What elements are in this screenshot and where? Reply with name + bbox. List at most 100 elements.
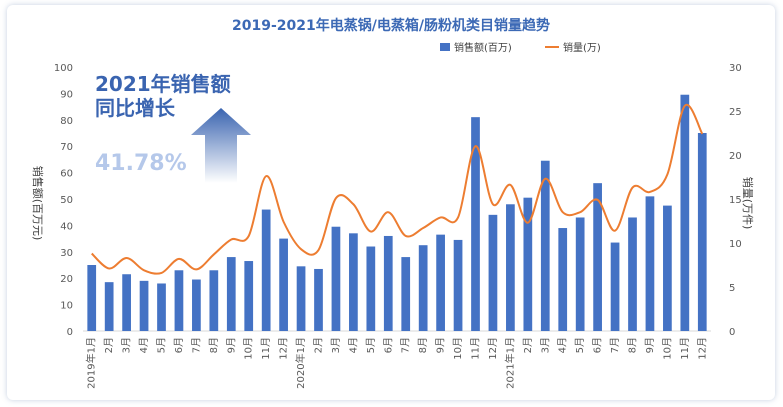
y-tick-label: 90 — [60, 89, 73, 100]
y2-axis: 0 5 10 15 20 25 30 — [729, 63, 742, 338]
x-tick-label: 2月 — [522, 337, 534, 353]
x-tick-label: 12月 — [487, 337, 499, 360]
x-tick-label: 6月 — [173, 337, 185, 353]
x-tick-label: 2月 — [313, 337, 325, 353]
y-tick-label: 100 — [54, 63, 73, 74]
bar — [558, 228, 568, 331]
y2-tick-label: 5 — [729, 283, 735, 294]
bar — [436, 234, 445, 331]
x-tick-label: 3月 — [121, 337, 133, 353]
bar — [383, 235, 393, 331]
bar — [506, 204, 515, 331]
annotation-line1: 2021年销售额 — [95, 72, 231, 96]
y2-tick-label: 15 — [729, 195, 742, 206]
x-axis: 2019年1月 2月 3月 4月 5月 6月 7月 8月 9月 10月 11月 12月 2020年1月 2… — [85, 337, 709, 389]
x-tick-label: 10月 — [661, 337, 673, 360]
y2-tick-label: 30 — [729, 63, 742, 74]
chart-canvas: 2019-2021年电蒸锅/电蒸箱/肠粉机类目销量趋势 销售额(百万) 销量(万… — [31, 17, 755, 389]
x-tick-label: 9月 — [225, 337, 237, 353]
x-tick-label: 12月 — [696, 337, 708, 360]
y-tick-label: 20 — [60, 274, 73, 285]
legend-bar-swatch — [440, 43, 450, 51]
y2-tick-label: 25 — [729, 107, 742, 118]
x-tick-label: 4月 — [138, 337, 150, 353]
legend: 销售额(百万) 销量(万) — [440, 41, 601, 54]
x-tick-label: 10月 — [243, 337, 255, 360]
x-tick-label: 6月 — [382, 337, 394, 353]
bar — [279, 238, 288, 331]
bar — [593, 183, 602, 331]
x-tick-label: 6月 — [592, 337, 604, 353]
bar — [331, 226, 341, 331]
bar — [87, 265, 97, 331]
bar — [209, 270, 219, 331]
bar-series — [87, 94, 707, 331]
x-tick-label: 9月 — [435, 337, 447, 353]
x-tick-label: 12月 — [278, 337, 290, 360]
y-tick-label: 10 — [60, 301, 73, 312]
y-tick-label: 80 — [60, 116, 73, 127]
x-tick-label: 11月 — [679, 337, 691, 360]
x-tick-label: 3月 — [539, 337, 551, 353]
y2-tick-label: 20 — [729, 151, 742, 162]
bar — [680, 94, 690, 331]
y2-axis-title: 销量(万件) — [741, 177, 755, 230]
x-tick-label: 7月 — [190, 337, 202, 353]
bar — [349, 233, 358, 331]
x-tick-label: 2月 — [103, 337, 115, 353]
x-tick-label: 8月 — [627, 337, 639, 353]
bar — [296, 266, 306, 331]
y2-tick-label: 10 — [729, 239, 742, 250]
bar — [418, 245, 428, 331]
x-tick-label: 7月 — [400, 337, 412, 353]
bar — [122, 274, 131, 331]
legend-line-label: 销量(万) — [563, 41, 601, 54]
x-tick-label: 2021年1月 — [503, 337, 516, 389]
x-tick-label: 2019年1月 — [85, 337, 98, 389]
bar — [261, 209, 271, 331]
chart-title: 2019-2021年电蒸锅/电蒸箱/肠粉机类目销量趋势 — [232, 17, 550, 34]
y-axis: 0 10 20 30 40 50 60 70 80 90 100 — [54, 63, 73, 338]
x-tick-label: 5月 — [156, 337, 168, 353]
bar — [157, 283, 166, 331]
chart-card: 2019-2021年电蒸锅/电蒸箱/肠粉机类目销量趋势 销售额(百万) 销量(万… — [7, 5, 775, 400]
bar — [453, 239, 463, 331]
x-tick-label: 11月 — [470, 337, 482, 360]
y-tick-label: 70 — [60, 142, 73, 153]
bar — [226, 257, 236, 331]
bar — [663, 205, 672, 331]
x-tick-label: 3月 — [330, 337, 342, 353]
x-tick-label: 2020年1月 — [294, 337, 307, 389]
bar — [523, 197, 533, 331]
y-tick-label: 0 — [67, 327, 73, 338]
x-tick-label: 10月 — [452, 337, 464, 360]
bar — [314, 268, 323, 331]
x-tick-label: 11月 — [260, 337, 272, 360]
bar — [628, 217, 637, 331]
y-tick-label: 30 — [60, 248, 73, 259]
x-tick-label: 7月 — [609, 337, 621, 353]
y-tick-label: 40 — [60, 221, 73, 232]
bar — [401, 257, 411, 331]
x-tick-label: 4月 — [347, 337, 359, 353]
line-series — [91, 103, 704, 275]
bar — [471, 117, 480, 331]
x-tick-label: 9月 — [644, 337, 656, 353]
bar — [244, 261, 254, 331]
y2-tick-label: 0 — [729, 327, 735, 338]
legend-bar-label: 销售额(百万) — [454, 41, 512, 54]
growth-annotation: 2021年销售额 同比增长 41.78% — [95, 72, 251, 183]
x-tick-label: 5月 — [574, 337, 586, 353]
bar — [366, 246, 376, 331]
x-tick-label: 4月 — [557, 337, 569, 353]
bar — [645, 196, 655, 331]
x-tick-label: 5月 — [365, 337, 377, 353]
bar — [174, 270, 184, 331]
annotation-line2: 同比增长 — [95, 96, 176, 120]
y-tick-label: 50 — [60, 195, 73, 206]
bar — [575, 217, 585, 331]
x-tick-label: 8月 — [417, 337, 429, 353]
bar — [610, 242, 620, 331]
up-arrow-icon — [191, 108, 251, 183]
bar — [540, 160, 550, 331]
